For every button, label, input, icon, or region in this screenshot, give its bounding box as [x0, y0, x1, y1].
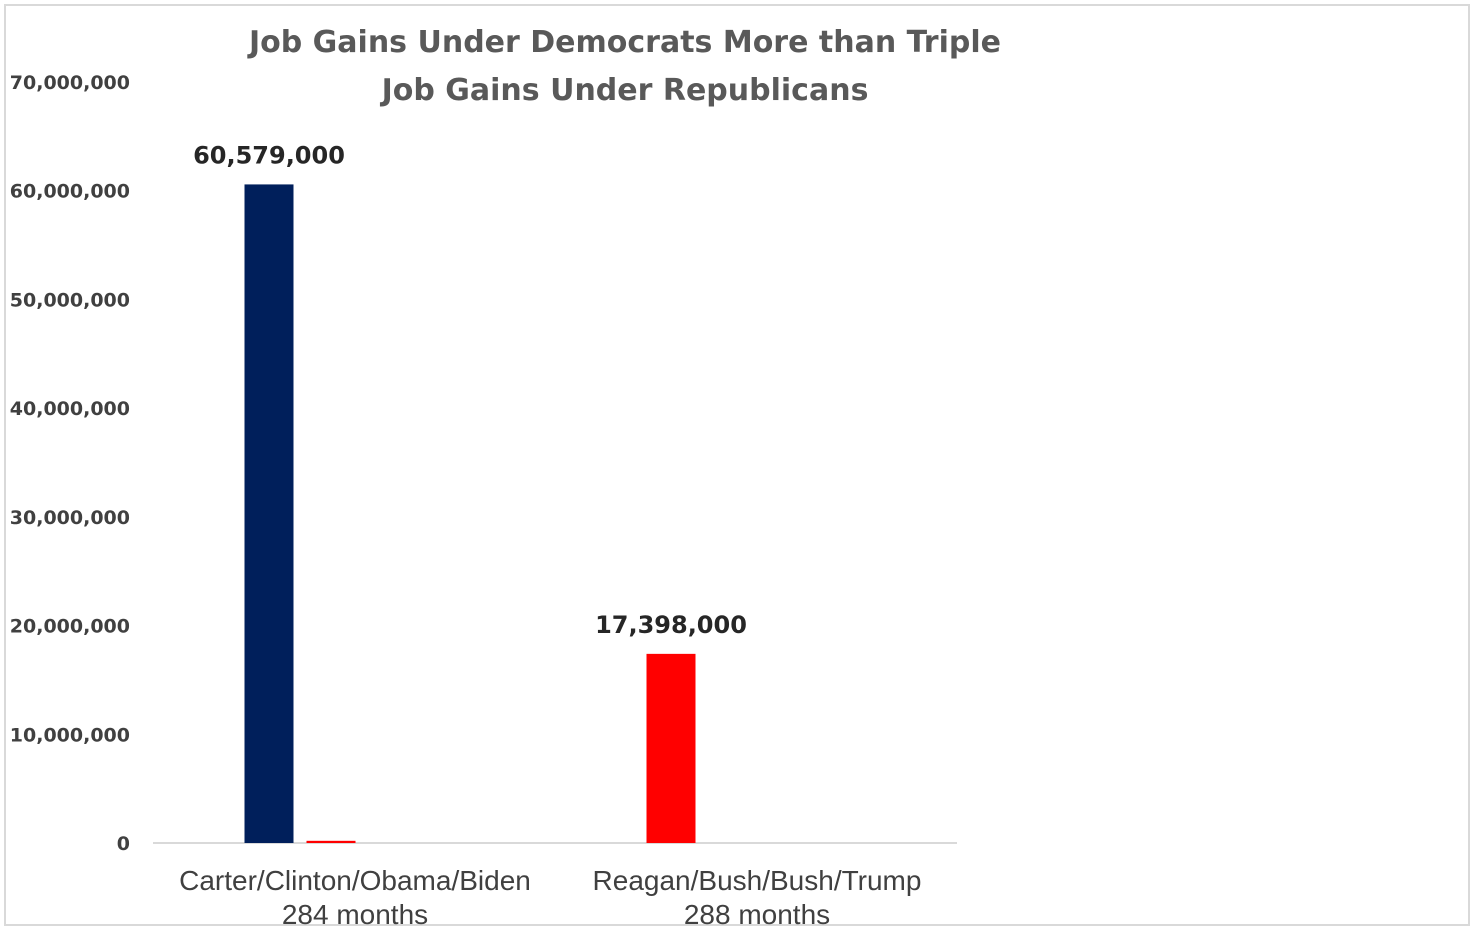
- y-tick-label: 50,000,000: [10, 289, 130, 311]
- y-tick-label: 30,000,000: [10, 507, 130, 529]
- x-category-label: 288 months: [684, 899, 830, 930]
- y-tick-label: 10,000,000: [10, 724, 130, 746]
- bars: [244, 184, 696, 843]
- chart-title: Job Gains Under Democrats More than Trip…: [247, 25, 1001, 108]
- y-tick-label: 70,000,000: [10, 72, 130, 94]
- bar-data-label: 60,579,000: [193, 141, 345, 169]
- y-tick-label: 40,000,000: [10, 398, 130, 420]
- bar-data-label: 17,398,000: [595, 611, 747, 639]
- chart-title-line-2: Job Gains Under Republicans: [380, 73, 869, 108]
- data-labels: 60,579,000 17,398,000: [193, 141, 747, 638]
- x-category-label: 284 months: [282, 899, 428, 930]
- bar: [646, 653, 696, 843]
- y-tick-label: 60,000,000: [10, 181, 130, 203]
- x-category-label: Carter/Clinton/Obama/Biden: [179, 865, 531, 896]
- bar: [244, 184, 294, 843]
- y-tick-label: 0: [117, 833, 130, 855]
- y-tick-label: 20,000,000: [10, 616, 130, 638]
- x-category-label: Reagan/Bush/Bush/Trump: [593, 865, 922, 896]
- y-axis-tick-labels: 0 10,000,000 20,000,000 30,000,000 40,000,00…: [10, 72, 130, 855]
- bar: [306, 840, 356, 843]
- chart-title-line-1: Job Gains Under Democrats More than Trip…: [247, 25, 1001, 60]
